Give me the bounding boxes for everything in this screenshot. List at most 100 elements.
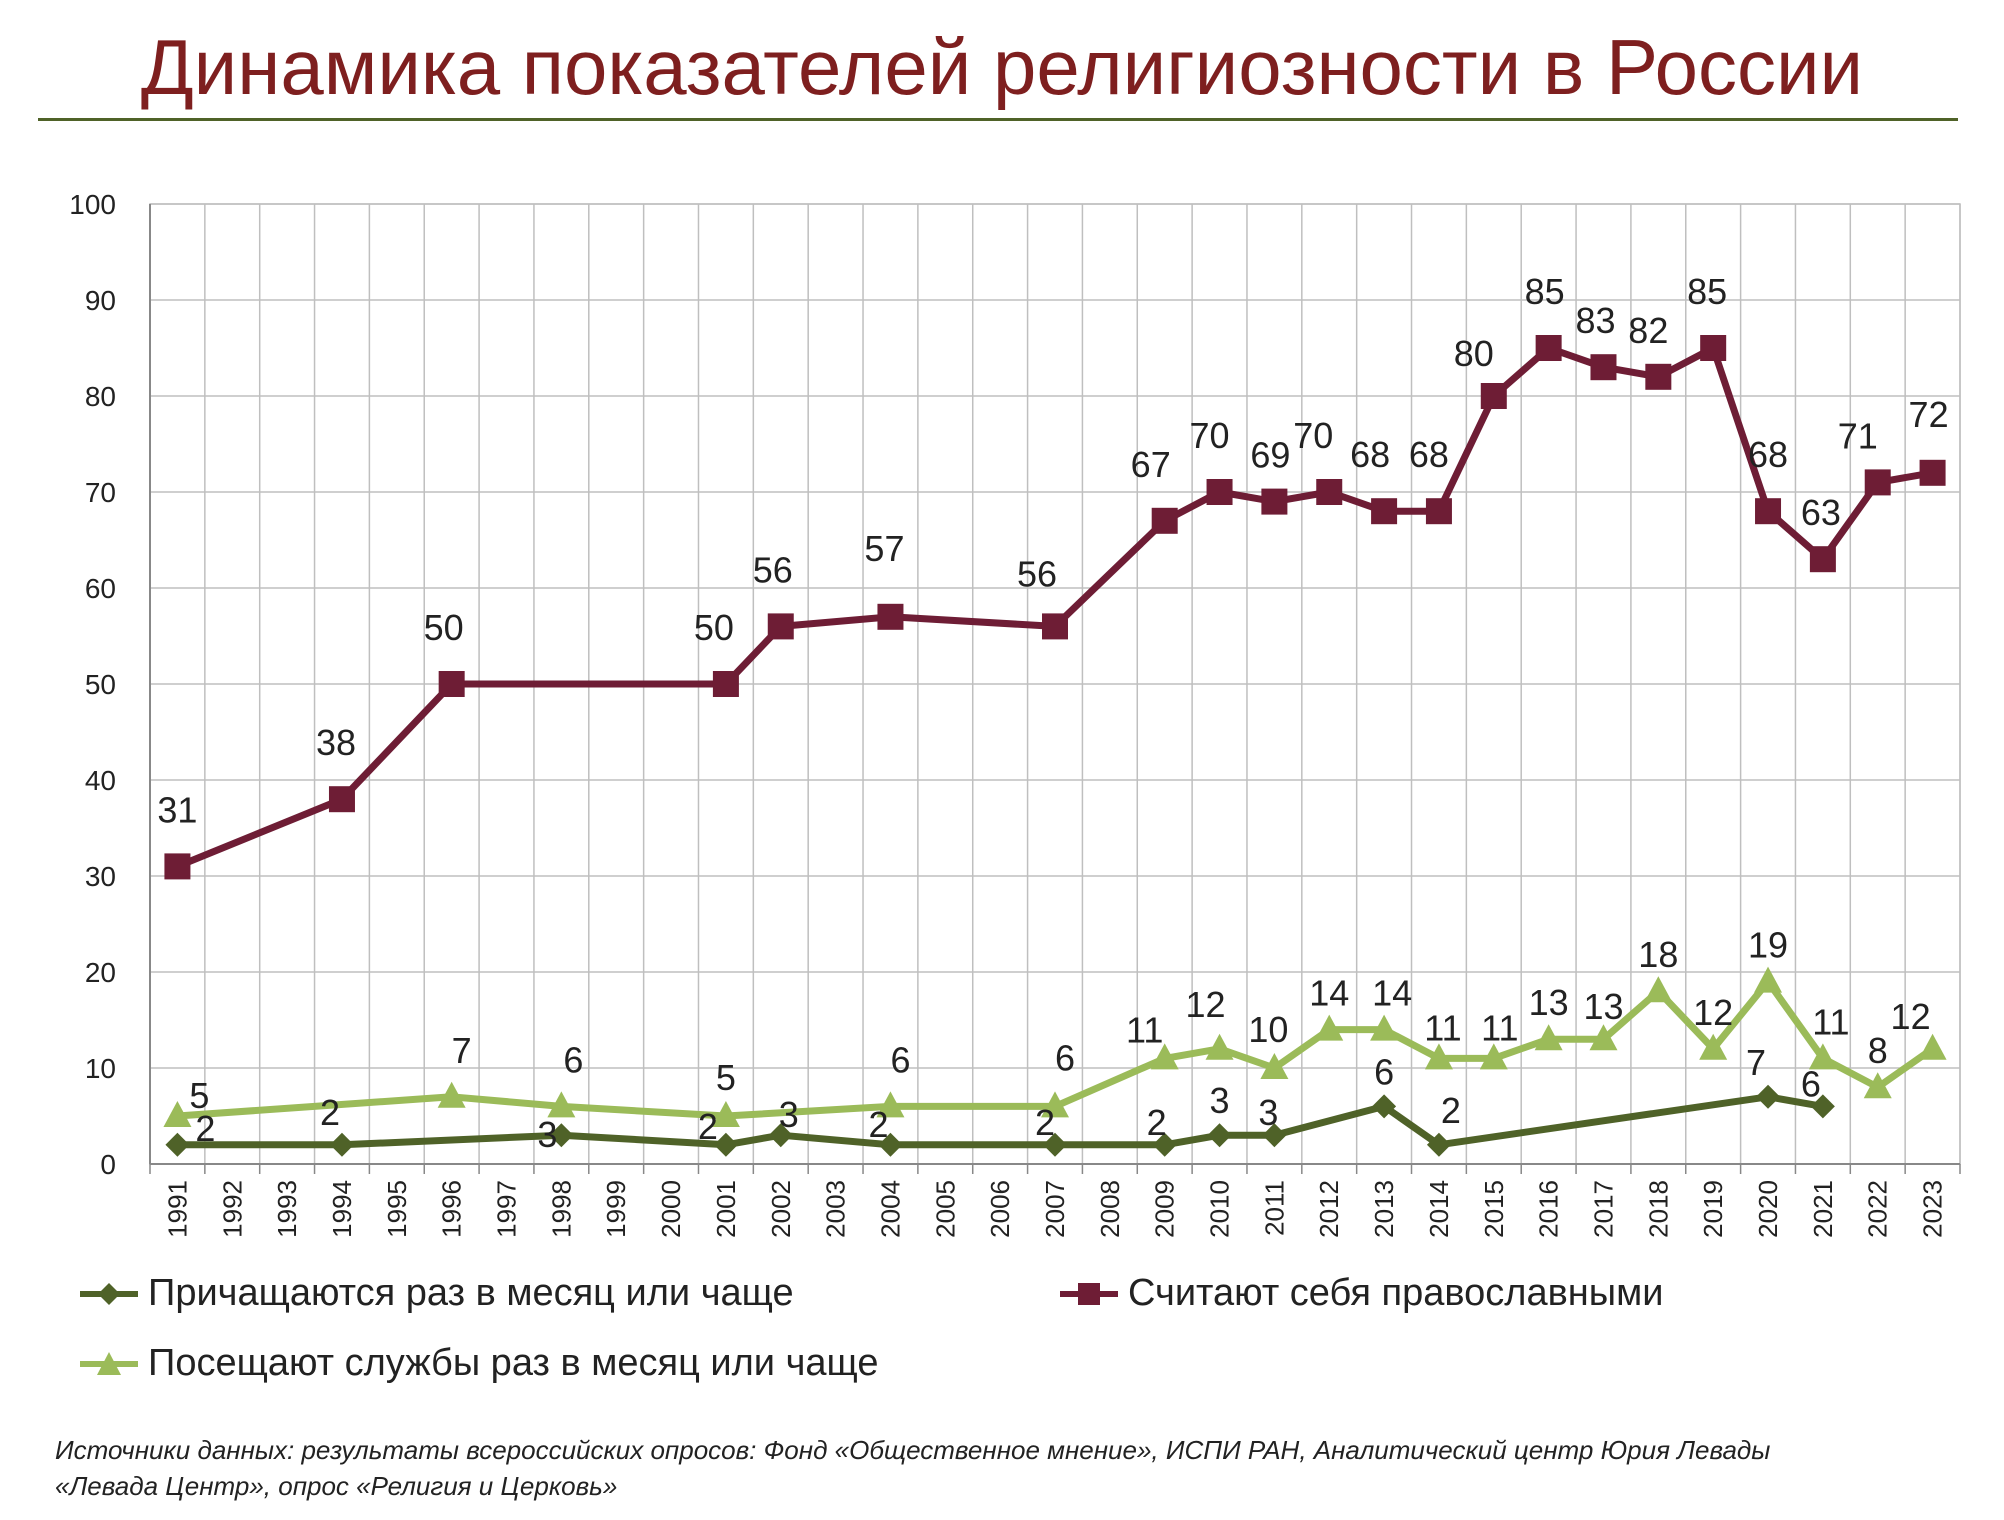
data-label: 6 <box>1055 1037 1075 1078</box>
data-point-diamond <box>329 1132 354 1157</box>
source-line-1: Источники данных: результаты всероссийск… <box>55 1435 1771 1465</box>
x-tick-label: 2014 <box>1424 1180 1454 1238</box>
x-tick-label: 2010 <box>1205 1180 1235 1238</box>
data-point-triangle <box>711 1101 740 1127</box>
data-point-square <box>1809 546 1836 573</box>
data-point-diamond <box>1043 1132 1067 1157</box>
x-tick-label: 1991 <box>162 1180 192 1238</box>
data-point-triangle <box>1479 1043 1508 1070</box>
legend-item-communion: Причащаются раз в месяц или чаще <box>78 1272 794 1315</box>
data-point-square <box>1480 383 1507 409</box>
data-label: 56 <box>753 549 793 590</box>
data-point-square <box>1151 507 1178 534</box>
x-tick-label: 1997 <box>492 1180 522 1238</box>
y-tick-label: 20 <box>85 957 116 988</box>
source-line-2: «Левада Центр», опрос «Религия и Церковь… <box>55 1471 618 1501</box>
y-tick-label: 0 <box>100 1149 116 1180</box>
data-label: 6 <box>1801 1063 1821 1104</box>
x-tick-label: 1999 <box>601 1180 631 1238</box>
x-tick-label: 2012 <box>1314 1180 1344 1238</box>
data-label: 5 <box>189 1075 209 1116</box>
x-tick-label: 2002 <box>766 1180 796 1238</box>
data-point-triangle <box>1589 1024 1618 1051</box>
data-label: 11 <box>1481 1007 1518 1048</box>
data-point-square <box>1755 498 1782 525</box>
x-tick-label: 2022 <box>1863 1180 1893 1238</box>
data-point-square <box>164 853 191 880</box>
legend-swatch-diamond-icon <box>80 1282 138 1305</box>
data-point-square <box>767 613 794 640</box>
y-tick-label: 70 <box>85 477 116 508</box>
data-label: 70 <box>1293 415 1333 456</box>
data-label: 12 <box>1693 992 1733 1033</box>
x-tick-label: 2013 <box>1369 1180 1399 1238</box>
y-tick-label: 100 <box>69 189 116 220</box>
data-point-square <box>1919 459 1946 486</box>
series-line-square <box>173 344 1937 870</box>
x-tick-label: 2018 <box>1643 1180 1673 1238</box>
data-point-diamond <box>165 1132 190 1157</box>
x-tick-label: 2016 <box>1534 1180 1564 1238</box>
data-label: 82 <box>1628 310 1668 351</box>
data-point-square <box>1316 479 1343 505</box>
data-label: 13 <box>1529 982 1569 1023</box>
data-point-diamond <box>1426 1132 1451 1157</box>
x-tick-label: 2015 <box>1479 1180 1509 1238</box>
data-point-triangle <box>547 1091 576 1118</box>
data-point-diamond <box>1372 1094 1397 1119</box>
x-tick-label: 2017 <box>1588 1180 1618 1238</box>
line-chart: 0 10 20 30 40 50 60 70 80 90 100 1991 1992 1993 1994 19… <box>69 189 1961 1238</box>
data-point-square <box>877 603 904 630</box>
data-label: 2 <box>195 1108 215 1149</box>
legend-label-communion: Причащаются раз в месяц или чаще <box>148 1272 794 1314</box>
legend-label-orthodox: Считают себя православными <box>1128 1272 1664 1314</box>
legend-item-attend: Посещают службы раз в месяц или чаще <box>78 1342 879 1385</box>
data-label: 2 <box>698 1106 718 1147</box>
data-point-triangle <box>1260 1053 1289 1079</box>
data-point-triangle <box>1918 1033 1947 1060</box>
x-tick-label: 1996 <box>437 1180 467 1238</box>
x-tick-label: 2004 <box>875 1180 905 1238</box>
data-label: 2 <box>320 1092 340 1133</box>
data-point-triangle <box>1863 1072 1892 1099</box>
data-point-square <box>1371 498 1398 525</box>
data-label: 69 <box>1250 435 1290 476</box>
x-tick-label: 2019 <box>1698 1180 1728 1238</box>
data-label: 50 <box>694 607 734 648</box>
data-label: 18 <box>1638 934 1678 975</box>
data-label: 68 <box>1409 434 1449 475</box>
x-tick-label: 2020 <box>1753 1180 1783 1238</box>
data-point-triangle <box>1315 1014 1344 1041</box>
x-tick-label: 2007 <box>1040 1180 1070 1238</box>
source-note: Источники данных: результаты всероссийск… <box>55 1432 1955 1504</box>
x-tick-label: 1995 <box>382 1180 412 1238</box>
data-point-diamond <box>549 1123 574 1148</box>
data-point-square <box>712 671 739 697</box>
data-label: 8 <box>1868 1030 1888 1071</box>
x-tick-label: 2001 <box>711 1180 741 1238</box>
data-label: 12 <box>1891 996 1931 1037</box>
data-label: 3 <box>537 1114 557 1155</box>
data-label: 63 <box>1801 492 1841 533</box>
data-point-square <box>438 671 465 697</box>
data-point-triangle <box>163 1101 192 1127</box>
x-tick-label: 2006 <box>985 1180 1015 1238</box>
data-point-square <box>328 786 355 813</box>
x-tick-label: 2008 <box>1095 1180 1125 1238</box>
x-tick-label: 1993 <box>272 1180 302 1238</box>
data-label: 71 <box>1838 415 1878 456</box>
data-label: 6 <box>890 1039 910 1080</box>
data-point-triangle <box>1150 1043 1179 1070</box>
x-tick-label: 2003 <box>821 1180 851 1238</box>
data-label: 11 <box>1812 1001 1849 1042</box>
y-tick-label: 60 <box>85 573 116 604</box>
y-tick-label: 40 <box>85 765 116 796</box>
data-point-triangle <box>1754 966 1783 993</box>
data-label: 72 <box>1909 394 1949 435</box>
title-divider <box>38 118 1958 121</box>
data-label: 2 <box>1147 1102 1167 1143</box>
data-point-diamond <box>1262 1123 1287 1148</box>
data-label: 83 <box>1575 300 1615 341</box>
data-point-triangle <box>1370 1014 1399 1041</box>
data-point-triangle <box>437 1081 466 1108</box>
